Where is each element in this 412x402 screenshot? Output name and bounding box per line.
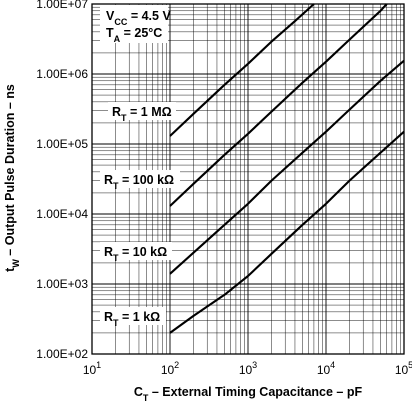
y-axis-title: tW – Output Pulse Duration – ns <box>3 84 21 272</box>
series-label-bg <box>100 307 166 325</box>
y-tick-label: 1.00E+06 <box>36 67 88 81</box>
series-label: RT = 100 kΩ <box>104 173 174 191</box>
y-axis-title-main: t <box>3 267 17 272</box>
series-label-bg <box>100 242 172 260</box>
x-tick-label: 105 <box>395 360 412 377</box>
conditions-box <box>100 5 168 43</box>
tick-labels: 1.00E+02 1.00E+03 1.00E+04 1.00E+05 1.00E+06… <box>36 0 412 377</box>
y-tick-label: 1.00E+05 <box>36 137 88 151</box>
series-line-1 <box>169 59 405 275</box>
x-tick-label: 103 <box>239 360 257 377</box>
series-label: RT = 1 MΩ <box>112 105 172 123</box>
vcc-condition: VCC = 4.5 V <box>106 9 171 27</box>
y-tick-label: 1.00E+07 <box>36 0 88 11</box>
y-axis-title-sub: W <box>11 259 21 268</box>
ta-condition: TA = 25°C <box>106 26 162 44</box>
x-tick-label: 102 <box>161 360 179 377</box>
series-label: RT = 1 kΩ <box>104 310 160 328</box>
series-label-bg <box>108 102 176 120</box>
y-tick-label: 1.00E+04 <box>36 207 88 221</box>
series-label-bg <box>100 170 180 188</box>
x-axis-title-main: C <box>134 385 143 399</box>
y-tick-label: 1.00E+03 <box>36 277 88 291</box>
y-tick-label: 1.00E+02 <box>36 347 88 361</box>
x-axis-title-sub: T <box>143 393 149 402</box>
annotation-layer: RT = 1 kΩ RT = 10 kΩ RT = 100 kΩ RT = 1 MΩ <box>100 102 180 328</box>
series-line-3 <box>169 3 315 137</box>
series-line-0 <box>169 130 405 334</box>
x-tick-label: 104 <box>317 360 335 377</box>
series-line-2 <box>169 3 388 207</box>
x-axis-title: CT – External Timing Capacitance – pF <box>134 385 363 402</box>
grid <box>92 4 404 354</box>
y-axis-title-rest: – Output Pulse Duration – ns <box>3 84 17 259</box>
x-axis-title-rest: – External Timing Capacitance – pF <box>148 385 362 399</box>
plot-frame <box>91 3 405 355</box>
x-tick-label: 101 <box>83 360 101 377</box>
series-curves <box>169 3 405 334</box>
series-label: RT = 10 kΩ <box>104 245 167 263</box>
